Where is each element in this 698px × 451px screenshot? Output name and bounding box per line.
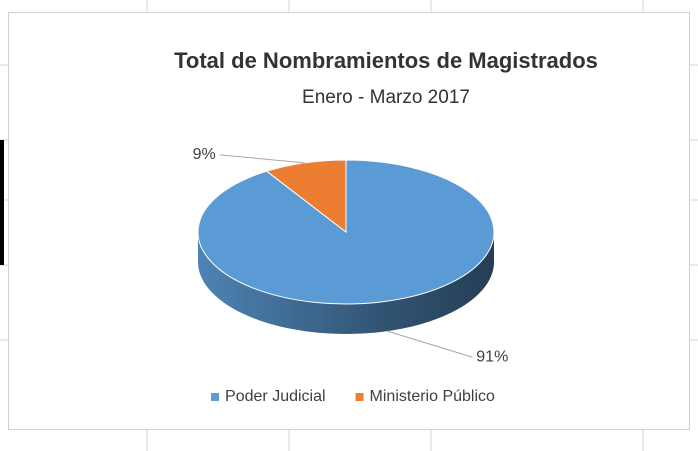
slice xyxy=(265,159,347,234)
selection-edge xyxy=(0,140,4,265)
chart-title: Total de Nombramientos de Magistrados xyxy=(174,48,598,73)
leader-line xyxy=(387,330,473,358)
data-label: 91% xyxy=(476,348,508,365)
legend-swatch xyxy=(211,393,220,401)
data-label: 9% xyxy=(193,146,216,163)
chart-subtitle: Enero - Marzo 2017 xyxy=(302,87,470,108)
leader-line xyxy=(219,154,305,164)
legend-swatch xyxy=(355,393,364,401)
legend-label: Poder Judicial xyxy=(225,388,326,405)
side-shade xyxy=(198,232,494,334)
legend-label: Ministerio Público xyxy=(370,388,495,405)
